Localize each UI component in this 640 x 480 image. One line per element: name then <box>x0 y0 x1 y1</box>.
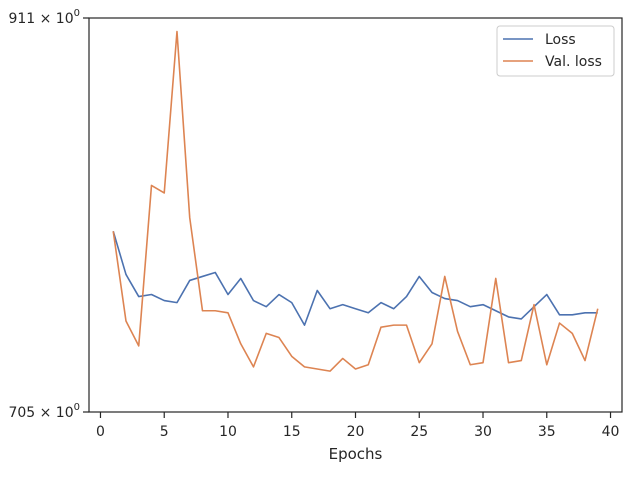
series-layer <box>112 30 599 372</box>
series-line-val-loss <box>112 30 599 372</box>
x-tick-label: 30 <box>474 424 492 440</box>
x-tick-label: 0 <box>96 424 105 440</box>
y-tick-label: 705 × 100 <box>8 402 80 421</box>
x-tick-label: 25 <box>410 424 428 440</box>
x-axis: 0 5 10 15 20 25 30 35 40 <box>96 412 619 440</box>
x-tick-label: 15 <box>283 424 301 440</box>
plot-frame <box>88 17 623 413</box>
legend-label: Val. loss <box>545 54 602 70</box>
x-tick-label: 10 <box>219 424 237 440</box>
y-tick-label: 911 × 100 <box>8 8 80 27</box>
y-axis: 911 × 100 705 × 100 <box>8 8 89 421</box>
x-axis-title: Epochs <box>329 445 383 463</box>
x-tick-label: 5 <box>160 424 169 440</box>
x-tick-label: 40 <box>602 424 620 440</box>
legend: Loss Val. loss <box>496 25 615 77</box>
series-line-loss <box>112 230 598 326</box>
legend-label: Loss <box>545 32 576 48</box>
x-tick-label: 35 <box>538 424 556 440</box>
x-tick-label: 20 <box>347 424 365 440</box>
